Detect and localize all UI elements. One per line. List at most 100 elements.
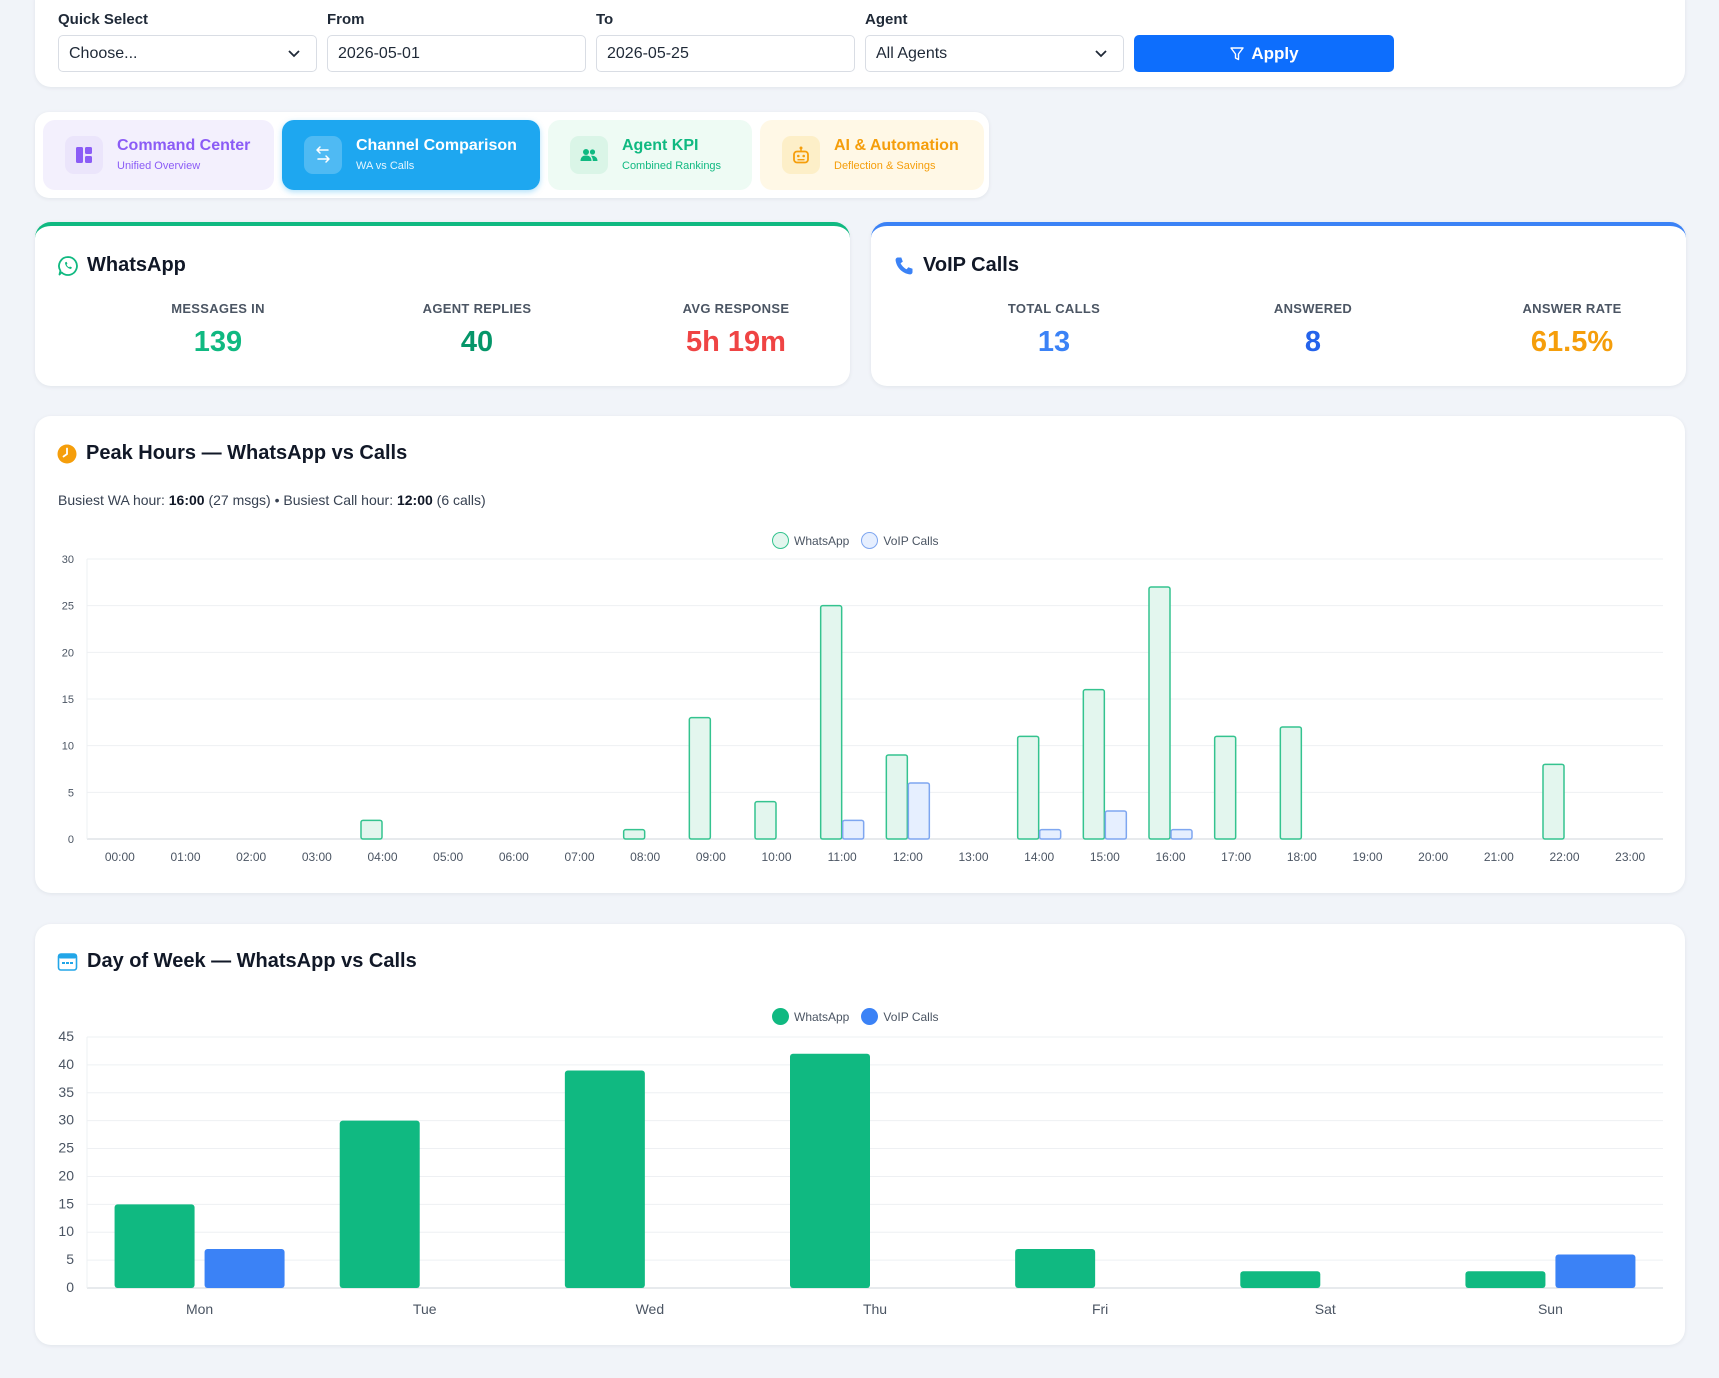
dashboard-icon bbox=[65, 136, 103, 174]
stat-label: MESSAGES IN bbox=[171, 301, 265, 316]
x-tick-label: Sat bbox=[1315, 1301, 1336, 1317]
bar-voip-calls bbox=[1104, 810, 1128, 840]
y-tick-label: 25 bbox=[58, 1140, 74, 1156]
calendar-icon bbox=[57, 953, 78, 971]
to-label: To bbox=[596, 11, 614, 28]
users-icon bbox=[570, 136, 608, 174]
y-tick-label: 40 bbox=[58, 1056, 74, 1072]
x-tick-label: 21:00 bbox=[1484, 850, 1514, 864]
x-tick-label: 17:00 bbox=[1221, 850, 1251, 864]
from-label: From bbox=[327, 11, 365, 28]
x-tick-label: 20:00 bbox=[1418, 850, 1448, 864]
x-tick-label: 16:00 bbox=[1155, 850, 1185, 864]
bar-voip-calls bbox=[204, 1248, 285, 1288]
x-tick-label: 10:00 bbox=[761, 850, 791, 864]
peak-hours-title: Peak Hours — WhatsApp vs Calls bbox=[86, 442, 408, 464]
tab-ai-automation[interactable]: AI & Automation Deflection & Savings bbox=[760, 120, 984, 190]
legend-swatch bbox=[861, 532, 879, 549]
y-tick-label: 15 bbox=[62, 694, 74, 706]
x-tick-label: 09:00 bbox=[696, 850, 726, 864]
bar-whatsapp bbox=[1213, 735, 1237, 840]
swap-arrows-icon bbox=[304, 136, 342, 174]
tab-title: AI & Automation bbox=[834, 137, 959, 154]
legend-item-voip[interactable]: VoIP Calls bbox=[861, 532, 939, 549]
agent-value: All Agents bbox=[876, 44, 948, 62]
tab-channel-comparison[interactable]: Channel Comparison WA vs Calls bbox=[282, 120, 540, 190]
agent-replies-stat: AGENT REPLIES 40 bbox=[347, 301, 607, 359]
answered-stat: ANSWERED 8 bbox=[1183, 301, 1443, 359]
busiest-call-hour: 12:00 bbox=[396, 492, 433, 508]
filter-bar: Quick Select Choose... From 2026-05-01 T… bbox=[35, 0, 1685, 87]
x-tick-label: 18:00 bbox=[1287, 850, 1317, 864]
bar-voip-calls bbox=[1170, 828, 1193, 840]
bar-whatsapp bbox=[1465, 1271, 1546, 1288]
legend-label: VoIP Calls bbox=[883, 1009, 939, 1024]
busiest-hours-summary: Busiest WA hour: 16:00 (27 msgs) • Busie… bbox=[58, 492, 486, 508]
to-date-value: 2026-05-25 bbox=[607, 44, 689, 62]
total-calls-stat: TOTAL CALLS 13 bbox=[924, 301, 1184, 359]
legend-swatch bbox=[772, 532, 789, 549]
day-of-week-card: Day of Week — WhatsApp vs Calls WhatsApp… bbox=[35, 924, 1685, 1345]
from-date-input[interactable]: 2026-05-01 bbox=[327, 35, 586, 72]
to-date-input[interactable]: 2026-05-25 bbox=[596, 35, 855, 72]
peak-hours-chart: 0 5 10 15 20 25 30 00:00 01:00 02:00 03:00 04:00 05:… bbox=[62, 554, 1663, 864]
quick-select-dropdown[interactable]: Choose... bbox=[58, 35, 317, 72]
bar-whatsapp bbox=[1148, 586, 1171, 840]
stat-label: ANSWERED bbox=[1273, 301, 1353, 316]
phone-icon bbox=[895, 257, 913, 274]
tab-agent-kpi[interactable]: Agent KPI Combined Rankings bbox=[548, 120, 752, 190]
x-tick-label: 14:00 bbox=[1024, 850, 1054, 864]
x-tick-label: 00:00 bbox=[105, 850, 135, 864]
tab-subtitle: Deflection & Savings bbox=[834, 160, 936, 172]
y-tick-label: 20 bbox=[58, 1167, 74, 1183]
stat-value: 8 bbox=[1304, 326, 1322, 358]
x-tick-label: 06:00 bbox=[499, 850, 529, 864]
legend-swatch bbox=[861, 1008, 879, 1025]
stat-value: 139 bbox=[193, 326, 243, 358]
bar-voip-calls bbox=[1038, 828, 1062, 840]
dashboard-tabs: Command Center Unified Overview Channel … bbox=[35, 112, 989, 198]
bar-voip-calls bbox=[1555, 1254, 1636, 1288]
legend-item-whatsapp[interactable]: WhatsApp bbox=[772, 1008, 849, 1025]
from-date-value: 2026-05-01 bbox=[338, 44, 420, 62]
day-of-week-chart: 0 5 10 15 20 25 30 35 40 45 Mon Tue Wed Thu Fri Sat Sun bbox=[58, 1028, 1663, 1317]
tab-command-center[interactable]: Command Center Unified Overview bbox=[43, 120, 274, 190]
stat-value: 5h 19m bbox=[686, 326, 786, 358]
tab-subtitle: Combined Rankings bbox=[622, 160, 722, 172]
tab-title: Agent KPI bbox=[622, 137, 699, 154]
y-tick-label: 30 bbox=[62, 554, 74, 566]
quick-select-label: Quick Select bbox=[58, 11, 149, 28]
bar-whatsapp bbox=[360, 819, 383, 840]
bar-voip-calls bbox=[841, 819, 865, 840]
legend-item-voip[interactable]: VoIP Calls bbox=[861, 1008, 939, 1025]
voip-card-title: VoIP Calls bbox=[923, 254, 1019, 276]
y-tick-label: 20 bbox=[62, 647, 74, 659]
x-tick-label: 23:00 bbox=[1615, 850, 1645, 864]
tab-subtitle: WA vs Calls bbox=[356, 160, 415, 172]
busiest-wa-detail: (27 msgs) • Busiest Call hour: bbox=[204, 492, 397, 508]
legend-label: VoIP Calls bbox=[883, 533, 939, 548]
voip-card-header: VoIP Calls bbox=[893, 254, 1019, 277]
bar-whatsapp bbox=[1542, 763, 1565, 840]
bar-whatsapp bbox=[885, 754, 909, 840]
x-tick-label: 22:00 bbox=[1549, 850, 1579, 864]
bar-whatsapp bbox=[564, 1070, 645, 1288]
messages-in-stat: MESSAGES IN 139 bbox=[88, 301, 348, 359]
y-tick-label: 15 bbox=[58, 1195, 74, 1211]
peak-hours-legend: WhatsApp VoIP Calls bbox=[772, 532, 939, 549]
y-tick-label: 25 bbox=[62, 601, 74, 613]
stat-label: AVG RESPONSE bbox=[682, 301, 790, 316]
chevron-down-icon bbox=[1095, 50, 1107, 58]
apply-button[interactable]: Apply bbox=[1134, 35, 1394, 72]
x-tick-label: 12:00 bbox=[893, 850, 923, 864]
agent-dropdown[interactable]: All Agents bbox=[865, 35, 1124, 72]
robot-icon bbox=[782, 136, 820, 174]
stat-value: 13 bbox=[1037, 326, 1071, 358]
y-tick-label: 5 bbox=[66, 1251, 74, 1267]
legend-swatch bbox=[772, 1008, 789, 1025]
legend-item-whatsapp[interactable]: WhatsApp bbox=[772, 532, 849, 549]
filter-icon bbox=[1230, 46, 1245, 60]
tab-title: Command Center bbox=[117, 137, 251, 154]
tab-subtitle: Unified Overview bbox=[117, 160, 201, 172]
busiest-prefix: Busiest WA hour: bbox=[58, 492, 169, 508]
